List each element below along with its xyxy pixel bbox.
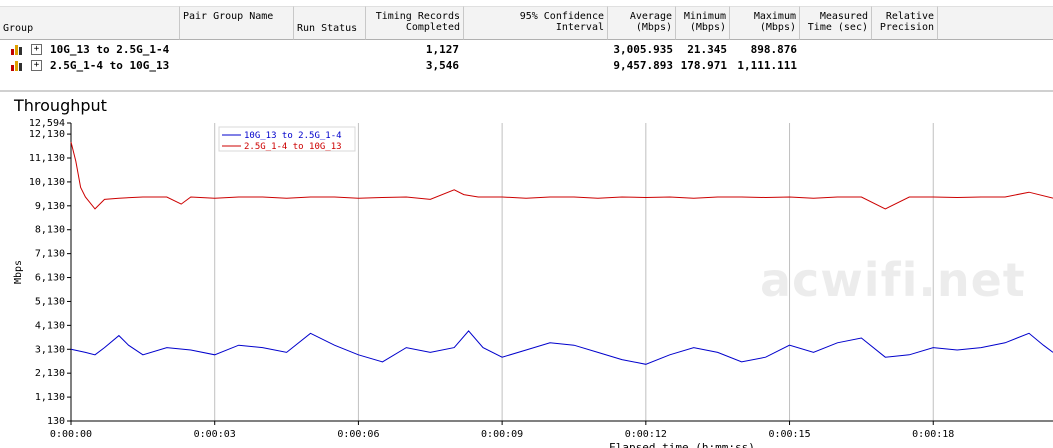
y-tick-label: 9,130 xyxy=(35,201,65,212)
x-axis-label: Elapsed time (h:mm:ss) xyxy=(609,441,755,448)
cell-group: 10G_13 to 2.5G_1-4 xyxy=(50,43,170,56)
table-row[interactable]: + 10G_13 to 2.5G_1-4 1,127 3,005.935 21.… xyxy=(0,42,1053,58)
y-tick-label: 130 xyxy=(47,416,65,427)
series-line-1 xyxy=(70,330,1053,365)
cell-minimum: 178.971 xyxy=(680,59,727,72)
header-confidence-interval[interactable]: 95% Confidence Interval xyxy=(464,6,608,40)
cell-records: 1,127 xyxy=(425,43,459,56)
cell-average: 9,457.893 xyxy=(613,59,673,72)
watermark: acwifi.net xyxy=(760,253,1026,307)
header-relative-precision[interactable]: Relative Precision xyxy=(872,6,938,40)
header-minimum[interactable]: Minimum (Mbps) xyxy=(676,6,730,40)
header-run-status[interactable]: Run Status xyxy=(294,6,366,40)
x-tick-label: 0:00:03 xyxy=(194,429,236,440)
x-tick-label: 0:00:00 xyxy=(50,429,92,440)
cell-records: 3,546 xyxy=(425,59,459,72)
y-tick-label: 7,130 xyxy=(35,249,65,260)
y-tick-label: 2,130 xyxy=(35,368,65,379)
header-pair-group-name[interactable]: Pair Group Name xyxy=(180,6,294,40)
cell-minimum: 21.345 xyxy=(687,43,727,56)
y-tick-label: 1,130 xyxy=(35,392,65,403)
legend-box xyxy=(218,126,356,152)
legend-label: 10G_13 to 2.5G_1-4 xyxy=(244,131,342,141)
x-tick-label: 0:00:09 xyxy=(481,429,523,440)
chart-title: Throughput xyxy=(14,96,107,115)
header-empty xyxy=(938,6,1053,40)
y-tick-label: 12,130 xyxy=(29,129,65,140)
cell-maximum: 898.876 xyxy=(750,43,797,56)
y-tick-label: 6,130 xyxy=(35,273,65,284)
cell-maximum: 1,111.111 xyxy=(737,59,797,72)
y-tick-label: 4,130 xyxy=(35,320,65,331)
table-row[interactable]: + 2.5G_1-4 to 10G_13 3,546 9,457.893 178… xyxy=(0,58,1053,74)
expand-icon[interactable]: + xyxy=(31,60,42,71)
y-tick-label: 8,130 xyxy=(35,225,65,236)
bar-chart-icon xyxy=(11,61,23,71)
legend-label: 2.5G_1-4 to 10G_13 xyxy=(244,142,342,152)
y-tick-label: 11,130 xyxy=(29,153,65,164)
x-tick-label: 0:00:15 xyxy=(768,429,810,440)
header-timing-records[interactable]: Timing Records Completed xyxy=(366,6,464,40)
y-tick-label: 10,130 xyxy=(29,177,65,188)
bar-chart-icon xyxy=(11,45,23,55)
expand-icon[interactable]: + xyxy=(31,44,42,55)
header-maximum[interactable]: Maximum (Mbps) xyxy=(730,6,800,40)
header-measured-time[interactable]: Measured Time (sec) xyxy=(800,6,872,40)
y-tick-label: 5,130 xyxy=(35,296,65,307)
y-axis-label: Mbps xyxy=(13,260,24,284)
cell-group: 2.5G_1-4 to 10G_13 xyxy=(50,59,170,72)
x-tick-label: 0:00:06 xyxy=(337,429,379,440)
x-tick-label: 0:00:18 xyxy=(912,429,954,440)
splitter[interactable] xyxy=(0,90,1053,92)
results-grid: Group Pair Group Name Run Status Timing … xyxy=(0,0,1053,88)
cell-average: 3,005.935 xyxy=(613,43,673,56)
x-tick-label: 0:00:12 xyxy=(625,429,667,440)
header-average[interactable]: Average (Mbps) xyxy=(608,6,676,40)
header-group[interactable]: Group xyxy=(0,6,180,40)
y-tick-label: 12,594 xyxy=(29,118,65,129)
series-line-2 xyxy=(70,141,1053,210)
y-tick-label: 3,130 xyxy=(35,344,65,355)
